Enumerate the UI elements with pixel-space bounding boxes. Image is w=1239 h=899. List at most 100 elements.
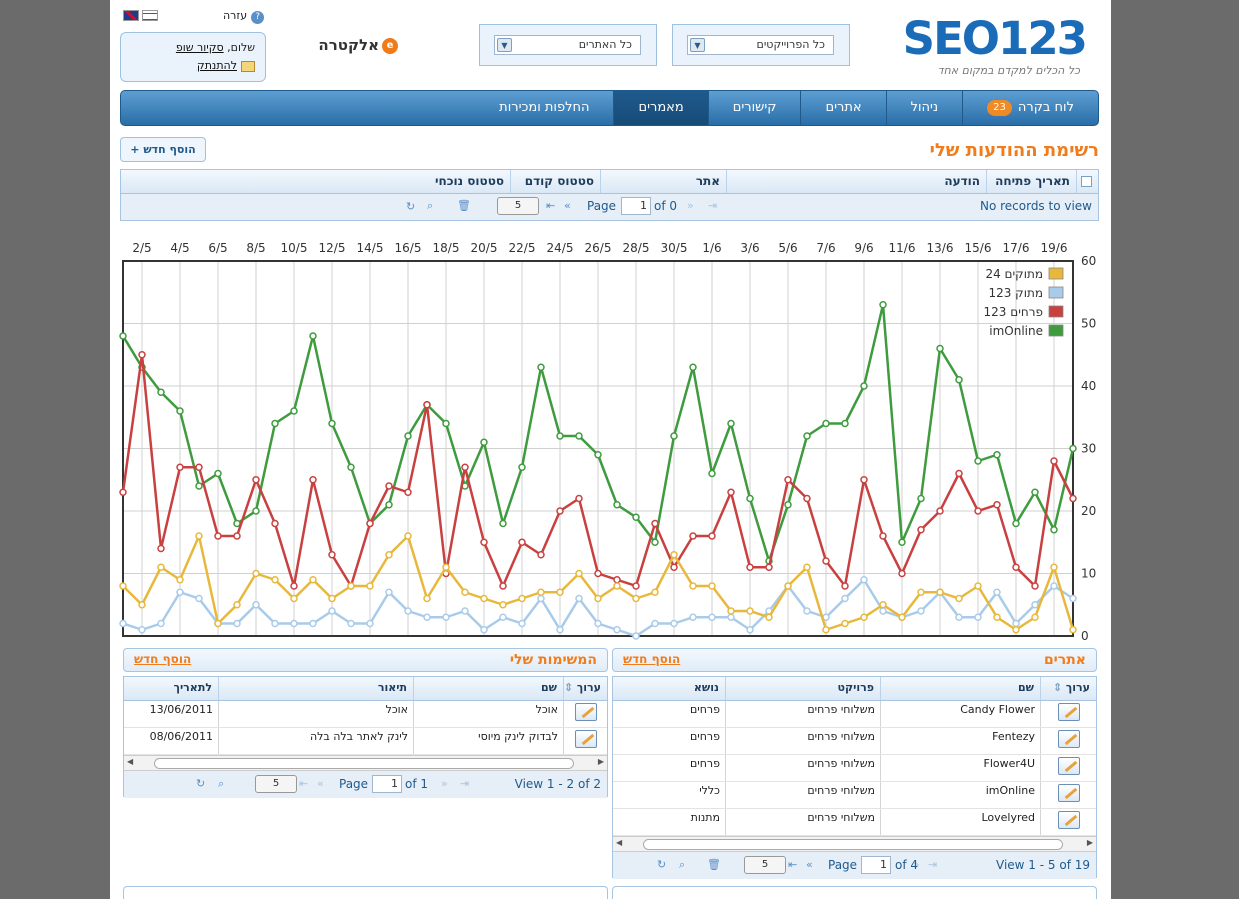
scroll-thumb[interactable] [643,839,1063,850]
col-name[interactable]: שם [413,677,563,700]
data-point [841,419,849,428]
col-site[interactable]: אתר [600,170,726,193]
edit-icon[interactable] [1057,757,1080,775]
edit-icon[interactable] [574,703,597,721]
first-page-icon[interactable]: ⇤ [546,199,556,212]
data-point [499,601,507,609]
first-page-icon[interactable]: ⇤ [788,858,798,871]
table-row[interactable]: Lovelyred משלוחי פרחים מתנות [613,809,1096,836]
nav-item-links[interactable]: קישורים [707,91,801,125]
y-tick-label: 20 [1081,504,1096,518]
site-select[interactable]: כל האתרים ▼ [494,35,641,55]
legend-swatch [1048,305,1064,318]
col-name[interactable]: שם [880,677,1040,700]
help-link[interactable]: ?עזרה [223,9,265,24]
data-point [119,332,127,340]
refresh-icon[interactable]: ↻ [657,858,667,871]
table-row[interactable]: Candy Flower משלוחי פרחים פרחים [613,701,1096,728]
col-project[interactable]: פרויקט [725,677,880,700]
project-select[interactable]: כל הפרוייקטים ▼ [687,35,834,55]
nav-item-sites[interactable]: אתרים [800,91,885,125]
data-point [442,419,450,428]
add-task-link[interactable]: הוסף חדש [134,652,192,666]
logout-link[interactable]: להתנתק [196,59,237,72]
table-row[interactable]: Flower4U משלוחי פרחים פרחים [613,755,1096,782]
scroll-right-icon[interactable]: ▶ [597,757,604,766]
col-current-status[interactable]: סטטוס נוכחי [434,174,504,188]
search-icon[interactable]: ⌕ [427,199,434,212]
data-point [955,376,963,384]
cell-topic: כללי [699,784,720,797]
prev-page-icon[interactable]: « [806,858,813,871]
tasks-hscroll[interactable]: ◀ ▶ [124,755,607,771]
sites-hscroll[interactable]: ◀ ▶ [613,836,1096,852]
table-row[interactable]: imOnline משלוחי פרחים כללי [613,782,1096,809]
last-page-icon[interactable]: ⇥ [708,199,718,212]
next-page-icon[interactable]: » [441,777,448,790]
prev-page-icon[interactable]: « [317,777,324,790]
edit-icon[interactable] [1057,811,1080,829]
table-row[interactable]: אוכל אוכל 13/06/2011 [124,701,607,728]
uk-flag-icon[interactable] [123,10,139,21]
data-point [537,551,545,559]
sites-title: אתרים [1043,652,1086,668]
prev-page-icon[interactable]: « [564,199,571,212]
nav-item-management[interactable]: ניהול [885,91,963,125]
col-topic[interactable]: נושא [693,681,719,694]
col-prev-status[interactable]: סטטוס קודם [510,170,600,193]
next-page-icon[interactable]: » [913,858,920,871]
refresh-icon[interactable]: ↻ [196,777,206,790]
table-row[interactable]: Fentezy משלוחי פרחים פרחים [613,728,1096,755]
refresh-icon[interactable]: ↻ [406,200,416,213]
chevron-down-icon[interactable]: ▼ [690,38,705,52]
data-point [613,501,621,509]
trash-icon[interactable]: 🗑 [707,858,721,871]
col-message[interactable]: הודעה [726,170,986,193]
data-point [651,538,659,546]
user-name-link[interactable]: סקיור שופ [175,41,224,54]
col-edit[interactable]: ערוך ⇕ [563,677,607,700]
search-icon[interactable]: ⌕ [218,777,225,790]
last-page-icon[interactable]: ⇥ [928,858,938,871]
nav-item-exchanges[interactable]: החלפות ומכירות [499,100,590,115]
col-description[interactable]: תיאור [218,677,413,700]
trash-icon[interactable]: 🗑 [457,199,471,212]
chevron-down-icon[interactable]: ▼ [497,38,512,52]
data-point [214,532,222,540]
edit-icon[interactable] [1057,703,1080,721]
data-point [651,588,659,596]
col-due-date[interactable]: לתאריך [173,681,212,694]
israel-flag-icon[interactable] [142,10,158,21]
data-point [879,607,887,615]
page-input-value: 1 [621,197,651,215]
nav-item-articles[interactable]: מאמרים [613,91,708,125]
scroll-right-icon[interactable]: ▶ [1086,838,1093,847]
first-page-icon[interactable]: ⇤ [299,777,309,790]
edit-icon[interactable] [574,730,597,748]
table-row[interactable]: לבדוק לינק מיוסי לינק לאתר בלה בלה 08/06/2… [124,728,607,755]
add-site-link[interactable]: הוסף חדש [623,652,681,666]
seo123-logo[interactable]: SEO123 כל הכלים למקדם במקום אחד [903,14,1088,78]
col-edit[interactable]: ערוך ⇕ [1040,677,1096,700]
search-icon[interactable]: ⌕ [679,858,686,871]
edit-icon[interactable] [1057,784,1080,802]
data-point [746,626,754,634]
scroll-thumb[interactable] [154,758,574,769]
edit-icon[interactable] [1057,730,1080,748]
scroll-left-icon[interactable]: ◀ [616,838,623,847]
col-open-date[interactable]: תאריך פתיחה [986,170,1076,193]
nav-item-dashboard[interactable]: לוח בקרה 23 [962,91,1098,125]
add-message-button[interactable]: הוסף חדש + [120,137,206,162]
tasks-rows: אוכל אוכל 13/06/2011 לבדוק לינק מיוסי לינק ל… [124,701,607,755]
x-tick-label: 10/5 [281,241,308,255]
x-tick-label: 28/5 [623,241,650,255]
x-tick-label: 6/5 [208,241,227,255]
scroll-left-icon[interactable]: ◀ [127,757,134,766]
cell-name: Flower4U [880,755,1040,781]
data-point [1031,601,1039,609]
last-page-icon[interactable]: ⇥ [460,777,470,790]
cell-project: משלוחי פרחים [725,728,880,754]
next-page-icon[interactable]: » [687,199,694,212]
data-point [993,588,1001,596]
select-all-checkbox[interactable] [1081,176,1092,187]
